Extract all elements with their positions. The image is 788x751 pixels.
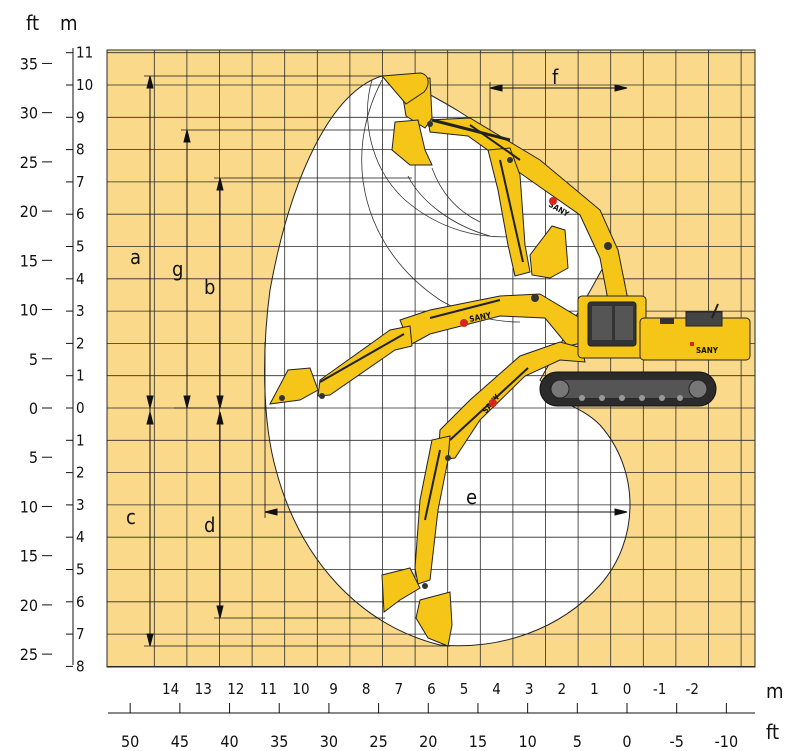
left-m-tick-label: 0 xyxy=(76,399,85,417)
left-m-tick-label: 3 xyxy=(76,496,85,514)
bottom-m-tick-label: 3 xyxy=(525,680,534,698)
dimension-label-c: c xyxy=(126,505,136,529)
left-m-tick-label: 5 xyxy=(76,238,85,256)
bottom-ft-tick-label: 20 xyxy=(419,732,437,751)
bottom-m-tick-label: 10 xyxy=(292,680,309,698)
bottom-m-tick-label: 11 xyxy=(260,680,277,698)
left-m-tick-label: 11 xyxy=(76,44,93,62)
bottom-ft-tick-label: 35 xyxy=(270,732,288,751)
bottom-m-tick-label: 2 xyxy=(558,680,567,698)
bottom-m-tick-label: 1 xyxy=(590,680,599,698)
bottom-m-tick-label: -2 xyxy=(685,680,698,698)
bottom-m-tick-label: 12 xyxy=(227,680,244,698)
reach-arcs xyxy=(361,79,521,323)
left-ft-tick-label: 15 xyxy=(20,251,38,270)
left-m-tick-label: 7 xyxy=(76,173,85,191)
bottom-m-tick-label: 14 xyxy=(162,680,179,698)
left-ft-tick-labels: 35 30 25 20 15 10 5 0 5 10 15 20 25 xyxy=(20,54,52,664)
left-m-tick-label: 9 xyxy=(76,108,85,126)
bottom-m-tick-label: 5 xyxy=(460,680,469,698)
left-m-tick-label: 8 xyxy=(76,141,85,159)
dimension-lines xyxy=(144,75,628,647)
bottom-m-tick-label: 7 xyxy=(395,680,404,698)
bottom-m-tick-label: 0 xyxy=(623,680,632,698)
left-m-tick-label: 2 xyxy=(76,464,85,482)
bottom-ft-tick-label: 15 xyxy=(469,732,487,751)
bottom-ft-tick-labels: 50 45 40 35 30 25 20 15 10 5 0 -5 -10 xyxy=(121,703,738,751)
left-m-tick-label: 6 xyxy=(76,593,85,611)
bottom-ft-tick-label: 0 xyxy=(622,732,631,751)
bottom-m-tick-label: 9 xyxy=(329,680,338,698)
bottom-m-tick-label: 13 xyxy=(195,680,212,698)
left-ft-tick-label: 0 xyxy=(29,399,38,418)
left-m-tick-label: 4 xyxy=(76,270,85,288)
left-unit-m: m xyxy=(60,11,78,35)
left-ft-tick-label: 5 xyxy=(29,350,38,369)
bottom-m-tick-label: 4 xyxy=(492,680,501,698)
bottom-ft-tick-label: 25 xyxy=(369,732,387,751)
bottom-ft-tick-label: -10 xyxy=(715,732,739,751)
left-ft-tick-label: 35 xyxy=(20,54,38,73)
left-ft-tick-label: 20 xyxy=(20,596,38,615)
left-ft-tick-label: 5 xyxy=(29,448,38,467)
left-ft-tick-label: 25 xyxy=(20,645,38,664)
engine-grille xyxy=(685,311,723,327)
bottom-m-tick-label: 8 xyxy=(362,680,371,698)
bottom-ft-tick-label: 5 xyxy=(573,732,582,751)
bottom-m-tick-labels: 14 13 12 11 10 9 8 7 6 5 4 3 2 1 0 -1 -2 xyxy=(162,680,699,698)
boom-high-position: SANY xyxy=(380,72,629,301)
bottom-ft-tick-label: 45 xyxy=(171,732,189,751)
left-m-tick-label: 7 xyxy=(76,625,85,643)
left-m-tick-label: 6 xyxy=(76,205,85,223)
left-m-tick-label: 4 xyxy=(76,528,85,546)
left-m-tick-label: 2 xyxy=(76,334,85,352)
left-ft-tick-label: 10 xyxy=(20,301,38,320)
bottom-ft-tick-label: 30 xyxy=(320,732,338,751)
left-m-tick-label: 8 xyxy=(76,657,85,675)
bottom-m-tick-label: -1 xyxy=(653,680,666,698)
bottom-ft-tick-label: 10 xyxy=(518,732,536,751)
left-unit-ft: ft xyxy=(26,11,39,35)
dimension-label-d: d xyxy=(204,513,215,537)
left-ft-tick-label: 15 xyxy=(20,547,38,566)
excavator: SANY SANY SANY xyxy=(269,72,751,647)
bottom-unit-m: m xyxy=(766,679,784,703)
left-ft-tick-label: 25 xyxy=(20,153,38,172)
left-m-tick-label: 1 xyxy=(76,367,85,385)
left-m-tick-label: 1 xyxy=(76,431,85,449)
left-ft-tick-label: 20 xyxy=(20,202,38,221)
left-ft-tick-label: 30 xyxy=(20,104,38,123)
bottom-unit-ft: ft xyxy=(766,720,779,744)
upper-structure: SANY xyxy=(577,295,751,361)
bottom-m-tick-label: 6 xyxy=(427,680,436,698)
bottom-ft-tick-label: -5 xyxy=(670,732,684,751)
dimension-label-f: f xyxy=(552,65,559,89)
dimension-label-e: e xyxy=(466,485,477,509)
undercarriage xyxy=(539,371,717,407)
dimension-label-g: g xyxy=(172,257,183,281)
bottom-ft-tick-label: 40 xyxy=(220,732,238,751)
boom-mid-position: SANY xyxy=(269,293,587,405)
left-m-tick-label: 5 xyxy=(76,561,85,579)
dimension-label-a: a xyxy=(130,245,141,269)
left-ft-tick-label: 10 xyxy=(20,497,38,516)
boom-low-position: SANY xyxy=(381,341,586,647)
left-m-tick-label: 10 xyxy=(76,76,93,94)
left-m-tick-label: 3 xyxy=(76,302,85,320)
dimension-label-b: b xyxy=(204,275,215,299)
bottom-ft-tick-label: 50 xyxy=(121,732,139,751)
counterweight-brand: SANY xyxy=(696,346,719,355)
